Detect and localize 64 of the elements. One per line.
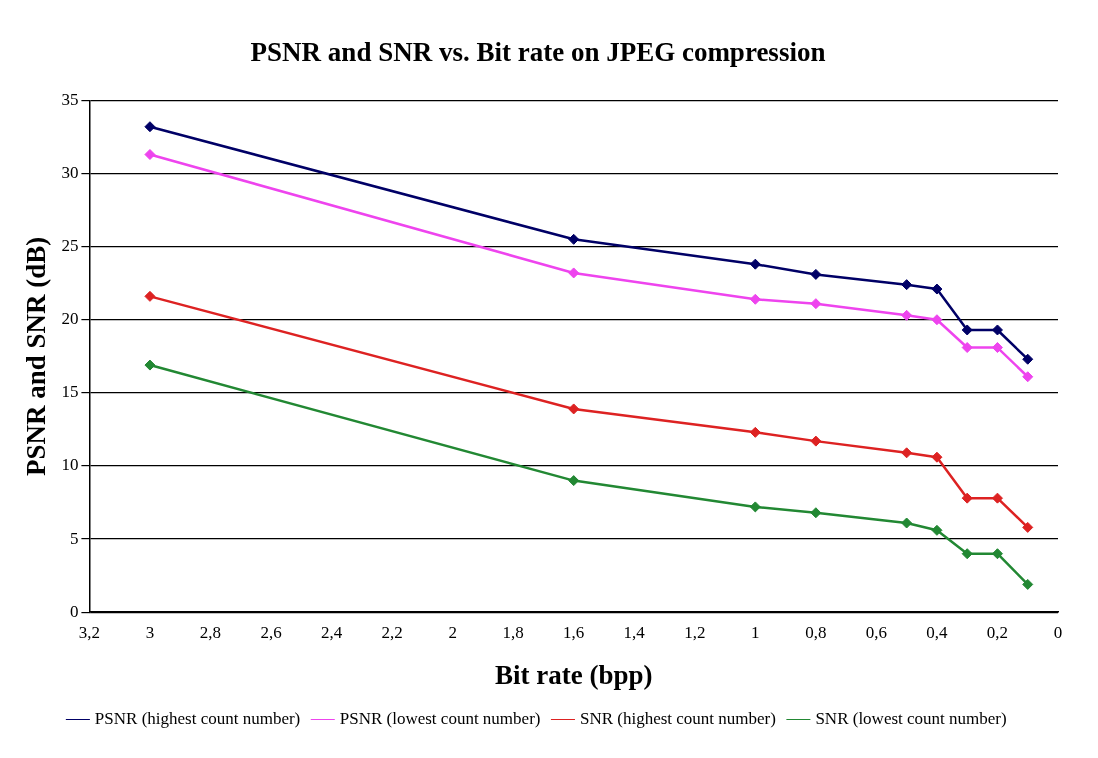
point [568,267,580,279]
point [1022,521,1034,533]
legend-label: PSNR (lowest count number) [339,708,541,728]
x-tick-label: 0,8 [805,622,827,642]
point [961,342,973,354]
point [568,233,580,245]
y-tick-label: 10 [61,455,79,475]
point [961,548,973,560]
point [749,293,761,305]
point [568,403,580,415]
x-tick-label: 2,4 [320,622,343,642]
y-tick-label: 5 [69,528,79,548]
x-tick-label: 1,8 [502,622,524,642]
point [810,268,822,280]
point [810,435,822,447]
point [901,447,913,459]
point [144,359,156,371]
x-tick-label: 2,2 [381,622,403,642]
y-axis-title: PSNR and SNR (dB) [21,236,52,476]
point [931,524,943,536]
chart-title: PSNR and SNR vs. Bit rate on JPEG compression [250,37,826,68]
x-tick-label: 0,4 [926,622,949,642]
point [810,298,822,310]
point [931,314,943,326]
point [931,451,943,463]
point [749,258,761,270]
x-tick-label: 0,2 [986,622,1009,642]
x-tick-label: 1,2 [684,622,706,642]
point [901,279,913,291]
y-tick-label: 0 [69,601,79,621]
point [901,309,913,321]
point [749,501,761,513]
y-tick-label: 15 [61,382,79,402]
x-tick-label: 1,4 [623,622,646,642]
x-tick-label: 2,8 [199,622,222,642]
y-tick-label: 20 [61,309,79,329]
x-tick-label: 2,6 [260,622,282,642]
point [1022,371,1034,383]
legend-label: SNR (highest count number) [579,708,776,728]
point [144,290,156,302]
point [749,426,761,438]
point [961,492,973,504]
y-tick-label: 25 [61,236,79,256]
y-tick-label: 30 [61,162,79,182]
point [901,517,913,529]
x-tick-label: 2 [448,622,457,642]
x-tick-label: 1,6 [563,622,585,642]
y-tick-label: 35 [61,89,79,109]
point [144,121,156,133]
x-axis-title: Bit rate (bpp) [494,659,653,690]
point [1022,578,1034,590]
legend-label: PSNR (highest count number) [94,708,301,728]
x-tick-label: 3 [145,622,155,642]
point [568,475,580,487]
legend-label: SNR (lowest count number) [815,708,1007,728]
point [1022,353,1034,365]
x-tick-label: 0,6 [865,622,888,642]
x-tick-label: 0 [1053,622,1063,642]
point [931,283,943,295]
point [810,507,822,519]
x-tick-label: 1 [751,622,760,642]
point [144,149,156,161]
point [961,324,973,336]
x-tick-label: 3,2 [78,622,101,642]
